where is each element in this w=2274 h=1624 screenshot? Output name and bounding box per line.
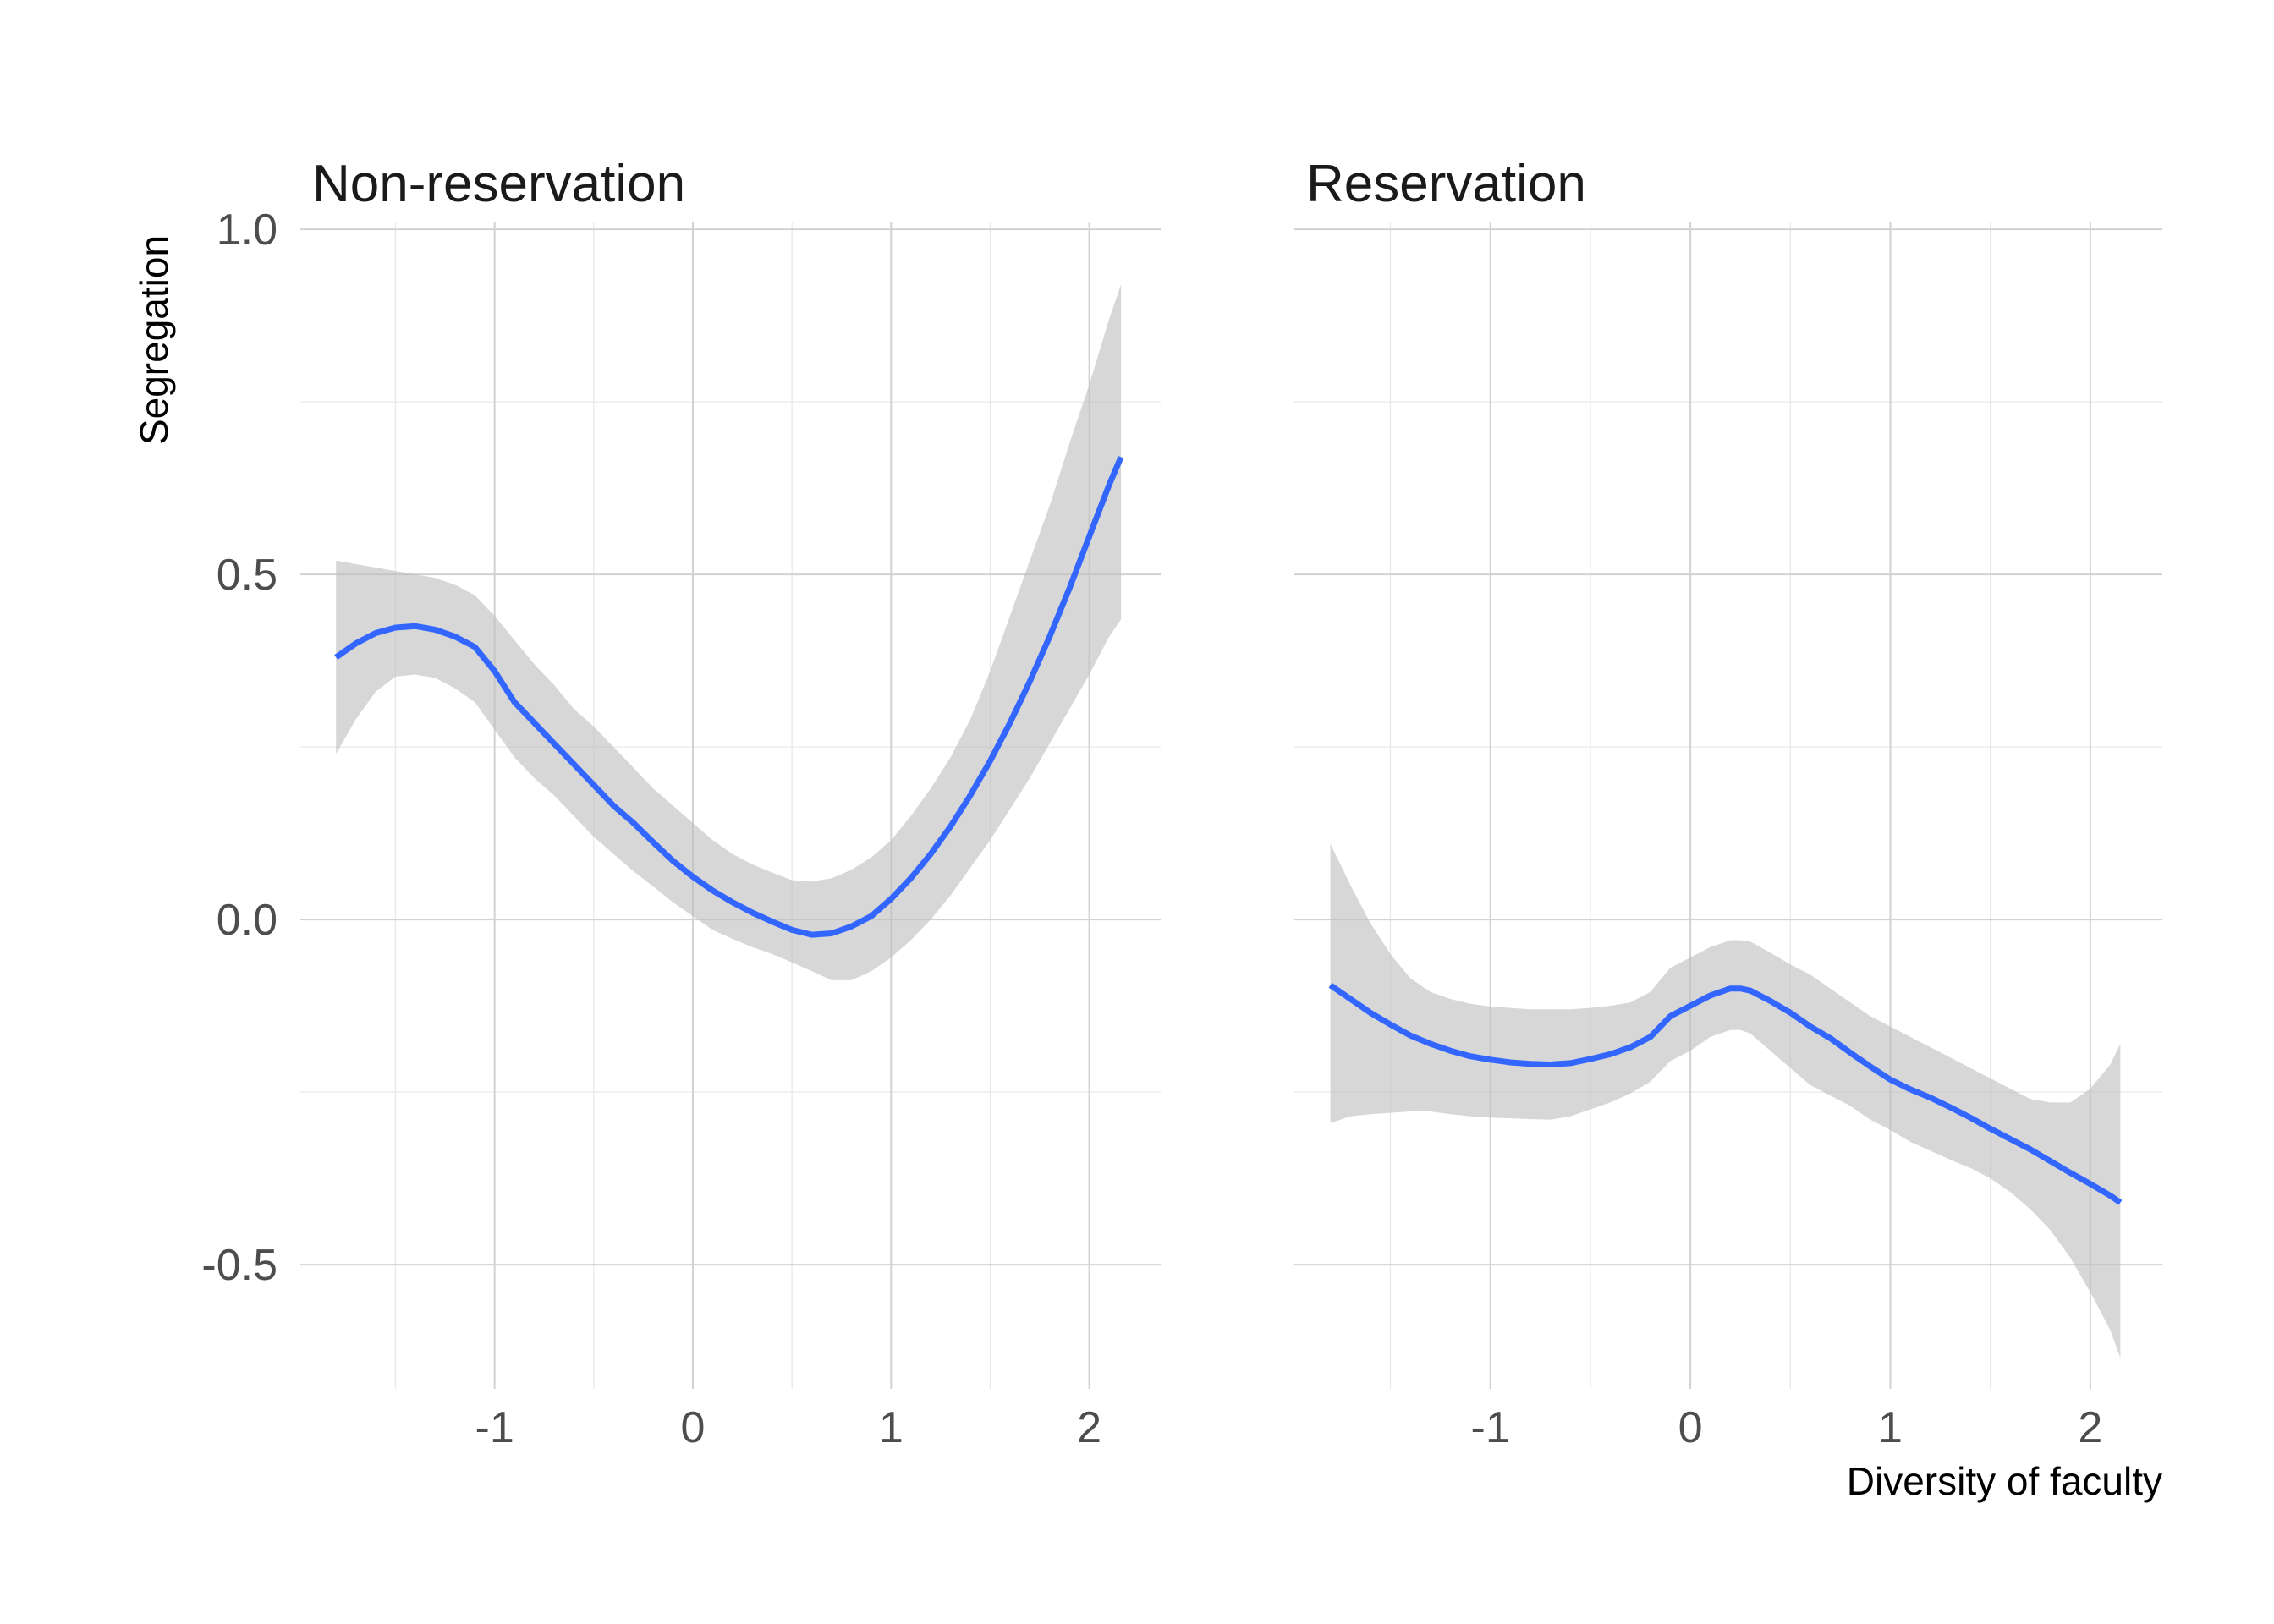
y-axis-title: Segregation: [132, 235, 176, 445]
y-tick-label: 0.0: [217, 896, 277, 945]
x-tick-label: 2: [2078, 1403, 2102, 1452]
x-tick-label: 0: [681, 1403, 706, 1452]
panel-non-reservation: Non-reservation -1 0 1 2 -0.5 0.0 0.5 1.0: [201, 155, 1161, 1452]
x-tick-label: -1: [475, 1403, 514, 1452]
x-axis-title: Diversity of faculty: [1847, 1459, 2162, 1503]
x-tick-label: 1: [1878, 1403, 1903, 1452]
y-tick-label: 0.5: [217, 551, 277, 600]
y-tick-label: 1.0: [217, 206, 277, 255]
x-tick-label: 0: [1678, 1403, 1703, 1452]
panel-title: Non-reservation: [312, 155, 685, 213]
panel-reservation: Reservation -1 0 1 2: [1294, 155, 2162, 1452]
x-tick-label: 2: [1077, 1403, 1101, 1452]
x-tick-label: 1: [879, 1403, 904, 1452]
y-tick-label: -0.5: [201, 1241, 277, 1290]
confidence-band: [336, 284, 1122, 980]
confidence-band: [1330, 843, 2121, 1358]
panel-title: Reservation: [1306, 155, 1586, 213]
smooth-fit-line: [1328, 982, 2123, 1205]
smooth-fit-line: [334, 456, 1124, 938]
x-tick-label: -1: [1471, 1403, 1510, 1452]
